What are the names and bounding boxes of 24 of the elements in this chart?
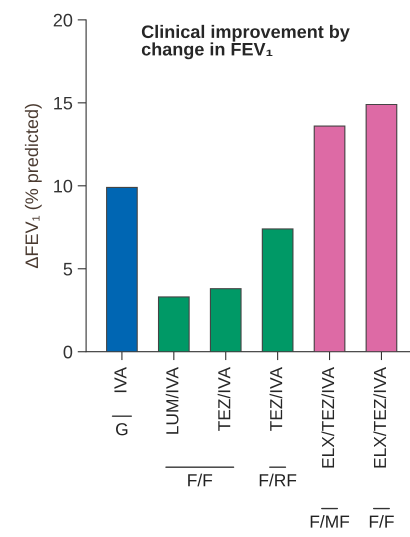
- text: G: [116, 423, 128, 436]
- y-tick-label: 15: [54, 96, 72, 110]
- bar: [158, 296, 190, 352]
- bar: [106, 186, 138, 352]
- x-tick-label: TEZ/IVA: [270, 367, 282, 431]
- text: F/MF: [310, 514, 350, 528]
- text: Clinical improvement by change in FEV₁: [142, 24, 350, 60]
- bar: [210, 288, 242, 352]
- text: F/F: [188, 474, 212, 486]
- bar: [314, 126, 346, 352]
- bar: [366, 104, 398, 352]
- bar: [262, 228, 294, 352]
- x-tick-label: LUM/IVA: [166, 367, 178, 434]
- y-tick-label: 0: [64, 346, 72, 358]
- x-tick-label: ELX/TEZ/IVA: [321, 367, 334, 468]
- y-tick-label: 20: [54, 14, 72, 27]
- y-tick-label: 5: [64, 262, 72, 276]
- text: F/RF: [260, 474, 296, 486]
- x-tick-label: TEZ/IVA: [218, 367, 230, 431]
- y-tick-label: 10: [54, 180, 72, 193]
- x-tick-label: IVA: [114, 367, 126, 392]
- text: F/F: [370, 514, 394, 528]
- y-axis-title: ΔFEV₁ (% predicted): [24, 104, 42, 268]
- x-tick-label: ELX/TEZ/IVA: [373, 367, 386, 468]
